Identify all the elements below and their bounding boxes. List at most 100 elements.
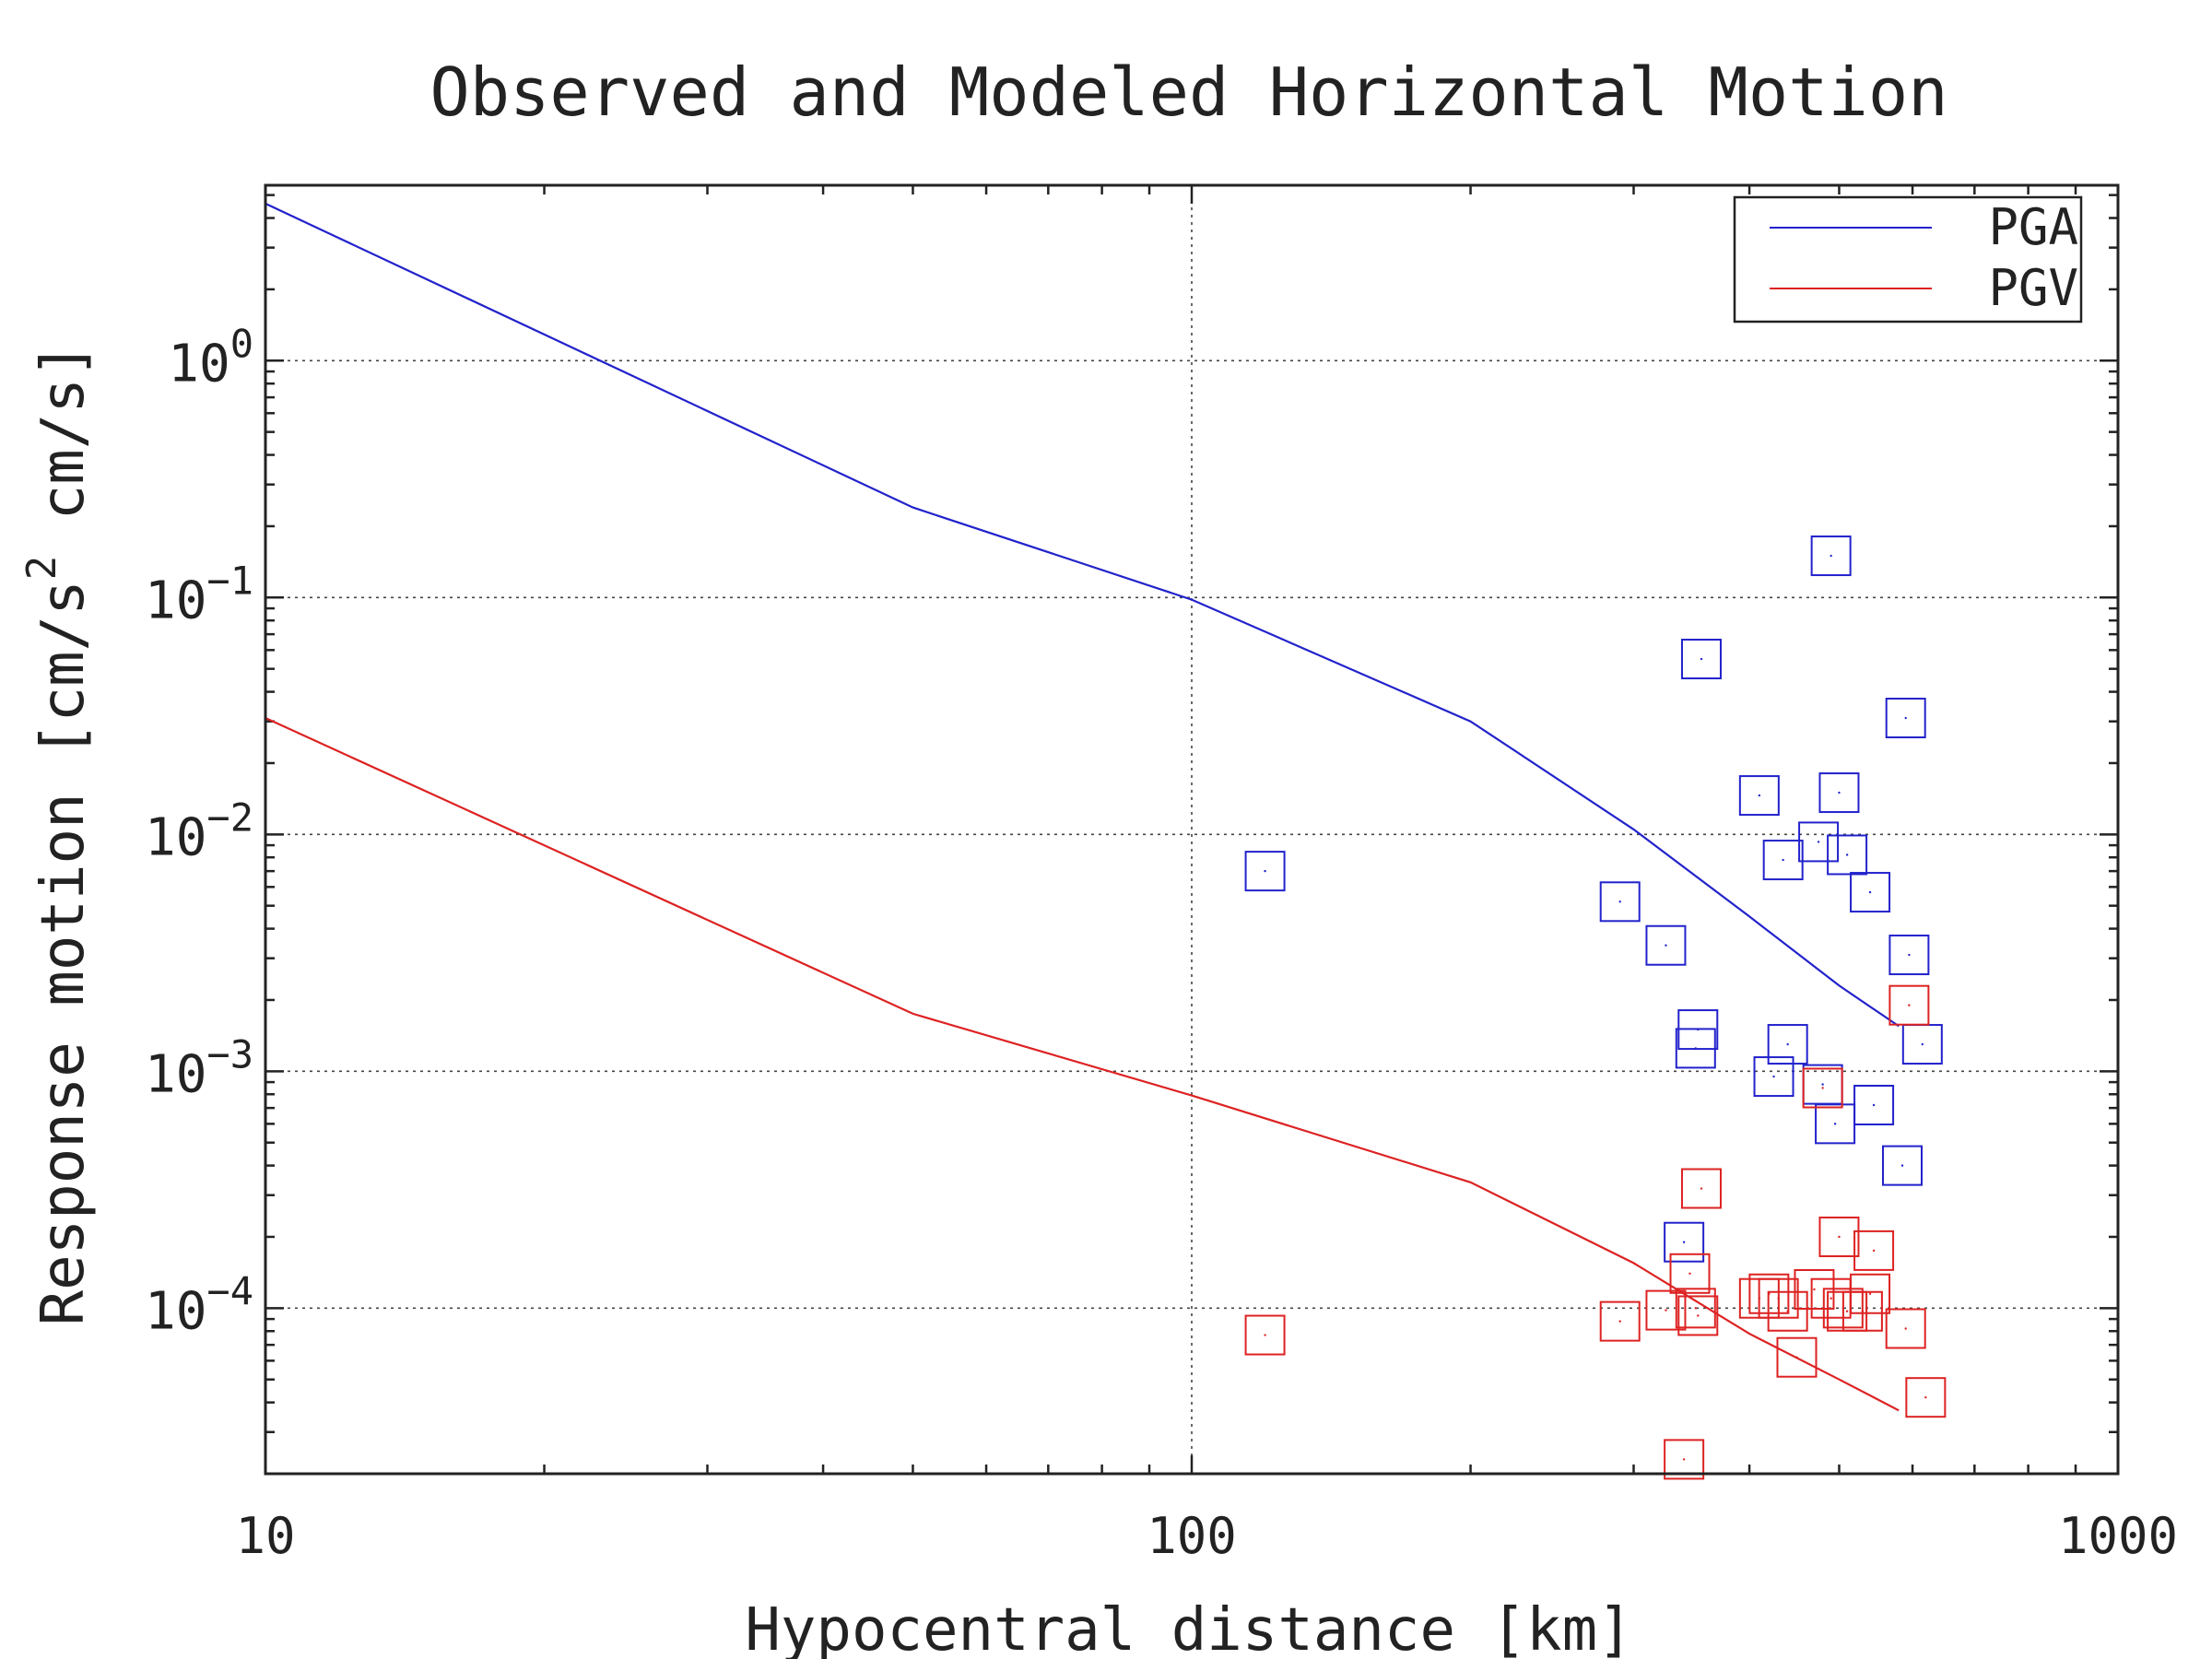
series-pgv <box>265 716 1947 1480</box>
observed-point-center <box>1700 657 1703 661</box>
observed-point-pgv <box>1664 1439 1705 1480</box>
observed-point-pga <box>1881 1145 1923 1186</box>
observed-point-pga <box>1244 851 1286 892</box>
observed-point-center <box>1618 900 1621 903</box>
y-axis-label-main: Response motion [cm/s <box>29 580 98 1325</box>
observed-point-center <box>1772 1075 1775 1078</box>
observed-point-center <box>1838 791 1841 794</box>
observed-point-pga <box>1599 881 1641 923</box>
observed-point-center <box>1264 1334 1266 1336</box>
y-axis-label-superscript: 2 <box>18 556 65 581</box>
observed-point-center <box>1697 1028 1700 1031</box>
observed-point-pgv <box>1850 1273 1891 1314</box>
chart-title: Observed and Modeled Horizontal Motion <box>429 53 1947 131</box>
observed-point-pgv <box>1885 1308 1926 1349</box>
plot-frame <box>264 183 2120 1476</box>
observed-point-pgv <box>1905 1377 1947 1418</box>
observed-point-center <box>1682 1241 1686 1243</box>
x-tick-labels: 10 100 1000 <box>235 1507 2178 1565</box>
observed-point-center <box>1700 1187 1703 1190</box>
legend: PGA PGV <box>1733 195 2083 324</box>
x-tick-label: 1000 <box>2058 1507 2178 1565</box>
observed-point-center <box>1924 1395 1927 1399</box>
observed-point-pga <box>1664 1221 1705 1263</box>
observed-point-pga <box>1827 834 1868 876</box>
observed-point-center <box>1777 1297 1780 1300</box>
observed-point-center <box>1872 1249 1876 1253</box>
observed-point-center <box>1682 1458 1686 1461</box>
observed-point-center <box>1795 1356 1798 1359</box>
observed-point-center <box>1821 1087 1824 1089</box>
observed-point-center <box>1904 1327 1907 1330</box>
observed-point-center <box>1845 1310 1849 1312</box>
observed-point-pgv <box>1677 1295 1719 1336</box>
y-axis-label: Response motion [cm/s2 cm/s] <box>18 343 98 1326</box>
grid-lines <box>265 185 2118 1474</box>
y-tick-label: 10−2 <box>145 794 253 867</box>
y-axis-label-unit: cm/s] <box>29 343 98 556</box>
observed-point-pga <box>1680 639 1722 680</box>
observed-point-center <box>1921 1042 1924 1046</box>
observed-point-pgv <box>1888 984 1930 1026</box>
observed-point-pga <box>1818 772 1860 814</box>
observed-point-pgv <box>1818 1216 1860 1257</box>
y-tick-label: 10−4 <box>145 1268 253 1341</box>
observed-point-pga <box>1677 1009 1719 1051</box>
observed-point-pga <box>1738 775 1780 817</box>
observed-point-center <box>1782 858 1784 862</box>
x-tick-label: 10 <box>235 1507 295 1565</box>
observed-point-center <box>1908 1004 1911 1006</box>
observed-point-center <box>1665 944 1667 947</box>
observed-point-pgv <box>1841 1290 1883 1332</box>
series-layer <box>265 202 1947 1480</box>
observed-point-pga <box>1798 821 1840 863</box>
observed-point-pgv <box>1758 1277 1799 1319</box>
observed-point-center <box>1900 1164 1904 1167</box>
observed-point-center <box>1786 1042 1789 1046</box>
observed-point-pga <box>1885 698 1926 739</box>
observed-point-center <box>1845 853 1849 856</box>
y-tick-labels: 100 10−1 10−2 10−3 10−4 <box>145 321 253 1341</box>
observed-point-center <box>1830 554 1832 558</box>
legend-box <box>1733 195 2083 324</box>
observed-point-pgv <box>1645 1289 1687 1331</box>
model-line-pga <box>265 202 1900 1028</box>
observed-point-pgv <box>1675 1288 1716 1329</box>
observed-point-pgv <box>1669 1253 1711 1294</box>
observed-point-pgv <box>1244 1314 1286 1356</box>
observed-point-center <box>1688 1272 1691 1275</box>
x-tick-label: 100 <box>1147 1507 1237 1565</box>
observed-point-center <box>1904 716 1907 720</box>
model-line-pgv <box>265 716 1900 1412</box>
observed-point-center <box>1813 1288 1816 1291</box>
observed-point-pgv <box>1802 1067 1843 1109</box>
observed-point-center <box>1821 1083 1824 1086</box>
x-axis-label: Hypocentral distance [km] <box>745 1596 1632 1659</box>
y-tick-label: 100 <box>168 321 253 394</box>
observed-point-center <box>1817 841 1820 843</box>
observed-point-pga <box>1850 872 1891 913</box>
observed-point-pga <box>1888 935 1930 976</box>
observed-point-pgv <box>1853 1230 1895 1271</box>
series-pga <box>265 202 1943 1263</box>
observed-point-pga <box>1853 1085 1895 1126</box>
observed-point-pga <box>1762 840 1804 881</box>
legend-label-pgv: PGV <box>1988 259 2078 317</box>
observed-point-pgv <box>1776 1336 1818 1378</box>
observed-point-center <box>1833 1123 1837 1125</box>
observed-point-center <box>1786 1310 1789 1312</box>
observed-point-center <box>1861 1310 1865 1312</box>
observed-point-center <box>1872 1103 1876 1107</box>
observed-point-center <box>1758 794 1761 797</box>
observed-point-center <box>1830 1297 1832 1300</box>
y-tick-label: 10−3 <box>145 1031 253 1104</box>
observed-point-center <box>1264 869 1266 873</box>
observed-point-center <box>1694 1307 1697 1310</box>
observed-point-pga <box>1810 535 1852 577</box>
observed-point-center <box>1665 1309 1667 1312</box>
observed-point-pgv <box>1680 1168 1722 1209</box>
observed-point-center <box>1868 1292 1872 1295</box>
observed-point-pga <box>1767 1024 1808 1065</box>
observed-point-center <box>1868 890 1872 894</box>
